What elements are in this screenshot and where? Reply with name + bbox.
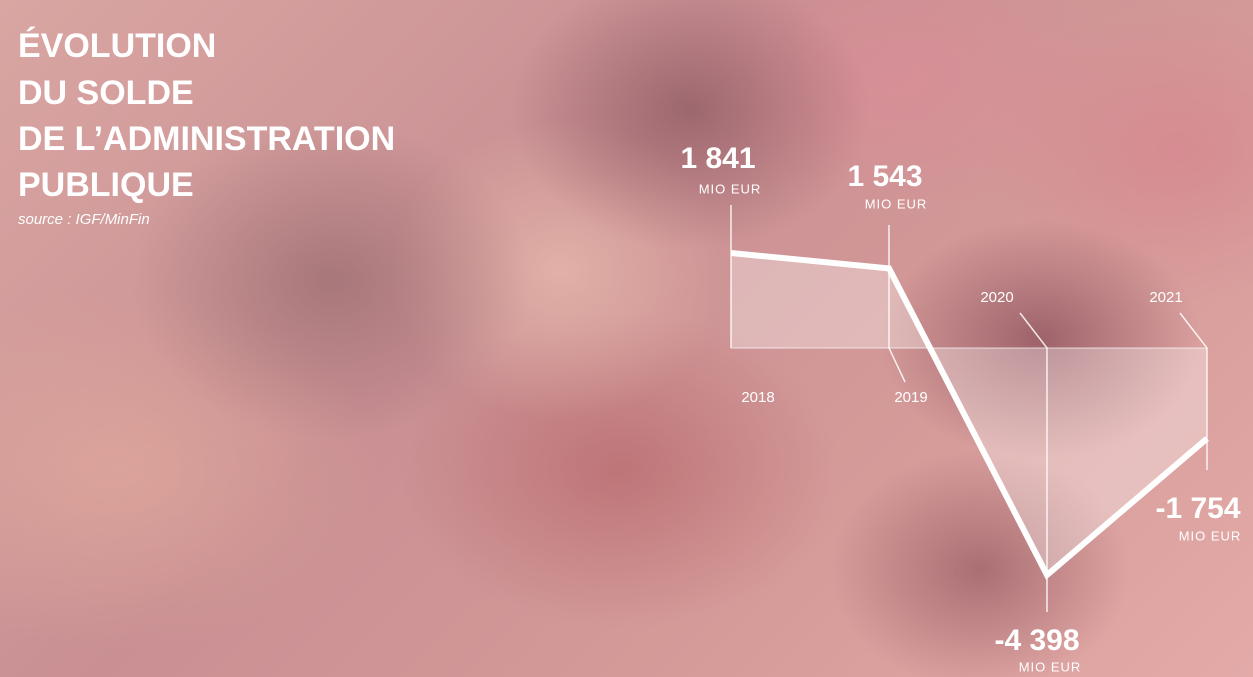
value-label: -4 398 <box>994 624 1079 657</box>
unit-label: MIO EUR <box>1019 659 1082 674</box>
year-label: 2021 <box>1149 289 1182 306</box>
title-line: ÉVOLUTION <box>18 27 216 65</box>
area <box>731 253 1207 575</box>
leader-line <box>1179 312 1208 470</box>
title-line: DE L’ADMINISTRATION <box>18 120 395 158</box>
value-label: 1 543 <box>847 160 922 193</box>
value-label: 1 841 <box>680 142 755 175</box>
year-label: 2019 <box>894 389 927 406</box>
year-label: 2018 <box>741 389 774 406</box>
source: source : IGF/MinFin <box>18 211 150 228</box>
year-label: 2020 <box>980 289 1013 306</box>
unit-label: MIO EUR <box>865 196 928 211</box>
unit-label: MIO EUR <box>699 181 762 196</box>
zero-band <box>731 347 1207 350</box>
unit-label: MIO EUR <box>1179 528 1242 543</box>
line <box>730 250 1209 580</box>
title-line: PUBLIQUE <box>18 166 194 204</box>
leader-line <box>1019 312 1048 612</box>
value-label: -1 754 <box>1155 492 1240 525</box>
title-line: DU SOLDE <box>18 74 194 112</box>
